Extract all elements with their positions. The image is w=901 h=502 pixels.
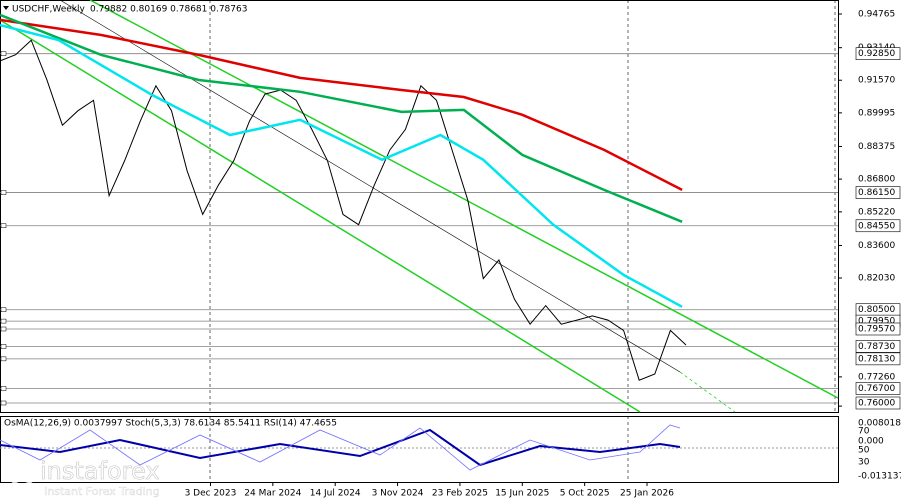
level-box <box>855 186 901 199</box>
y-tick-label: 0.86800 <box>858 175 895 185</box>
level-label: 0.76700 <box>858 384 895 394</box>
x-tick-label: 25 Jan 2026 <box>620 489 674 499</box>
channel-lower <box>0 19 641 413</box>
x-tick-label: 15 Jun 2025 <box>495 489 549 499</box>
level-box <box>855 352 901 366</box>
x-tick-label: 24 Mar 2024 <box>244 489 301 499</box>
level-marker <box>0 356 7 362</box>
level-box <box>855 340 901 353</box>
level-label: 0.78730 <box>858 342 895 352</box>
trendlines <box>0 0 839 413</box>
level-marker <box>0 318 7 324</box>
channel-upper <box>89 0 839 399</box>
y-tick-label: 0.88375 <box>858 142 895 152</box>
indicator-frame <box>0 416 839 483</box>
x-tick-label: 14 Jul 2024 <box>310 489 361 499</box>
main-frame <box>0 0 839 413</box>
level-label: 0.86150 <box>858 188 895 198</box>
y-tick-label: 0.85220 <box>858 207 895 217</box>
x-tick-label: 5 Oct 2025 <box>560 489 610 499</box>
level-marker <box>0 51 7 56</box>
y-tick-label: 0.83600 <box>858 241 895 251</box>
indicator-axis-label: 0.0080188 <box>858 419 901 429</box>
chart-title: USDCHF,Weekly <box>12 5 85 15</box>
x-tick-label: 23 Feb 2025 <box>432 489 488 499</box>
indicator-axis-label: 70 <box>858 427 870 437</box>
indicator-axis-label: 50 <box>858 446 870 456</box>
level-marker <box>0 326 7 332</box>
level-label: 0.92850 <box>858 49 895 59</box>
watermark-brand: instaforex <box>40 457 160 485</box>
level-label: 0.79950 <box>858 317 895 327</box>
y-tick-label: 0.77260 <box>858 372 895 382</box>
level-label: 0.84550 <box>858 221 895 231</box>
level-box <box>855 219 901 233</box>
y-tick-label: 0.91570 <box>858 76 895 86</box>
level-label: 0.78130 <box>858 354 895 364</box>
indicator-axis-label: 30 <box>858 458 870 468</box>
level-label: 0.76000 <box>858 399 895 409</box>
trendline <box>59 0 681 373</box>
levels <box>0 53 838 404</box>
watermark: instaforex Instant Forex Trading <box>7 457 160 498</box>
level-marker <box>0 386 7 391</box>
y-tick-label: 0.89995 <box>858 108 895 118</box>
level-label: 0.79570 <box>858 324 895 334</box>
level-box <box>855 47 901 60</box>
stoch-line <box>0 424 681 471</box>
level-marker <box>0 400 7 406</box>
trendline-extension <box>679 371 736 413</box>
indicator-decoration <box>0 424 838 471</box>
x-tick-label: 3 Nov 2024 <box>372 489 424 499</box>
level-marker <box>0 344 7 349</box>
rsi-line <box>0 428 681 467</box>
level-box <box>855 382 901 395</box>
level-box <box>855 396 901 410</box>
series-line <box>0 23 683 308</box>
level-marker <box>0 223 7 229</box>
level-marker <box>0 190 7 195</box>
series-line <box>0 13 683 223</box>
y-tick-label: 0.94765 <box>858 9 895 19</box>
ohlc: 0.79882 0.80169 0.78681 0.78763 <box>90 5 247 15</box>
watermark-logo <box>7 457 37 487</box>
series-line <box>0 39 687 381</box>
indicator-axis-label: 0.000 <box>858 437 884 447</box>
y-tick-label: 0.82030 <box>858 273 895 283</box>
menu-arrow <box>3 6 9 10</box>
indicator-label: OsMA(12,26,9) 0.0037997 Stoch(5,3,3) 78.… <box>4 419 337 429</box>
indicator-axis-label: -0.0131372 <box>858 472 901 482</box>
level-marker <box>0 307 7 312</box>
level-label: 0.80500 <box>858 305 895 315</box>
plot <box>0 13 687 381</box>
time-grid <box>209 0 836 482</box>
level-box <box>855 322 901 336</box>
series-line <box>0 18 683 192</box>
watermark-tagline: Instant Forex Trading <box>44 485 160 498</box>
x-tick-label: 3 Dec 2023 <box>185 489 237 499</box>
